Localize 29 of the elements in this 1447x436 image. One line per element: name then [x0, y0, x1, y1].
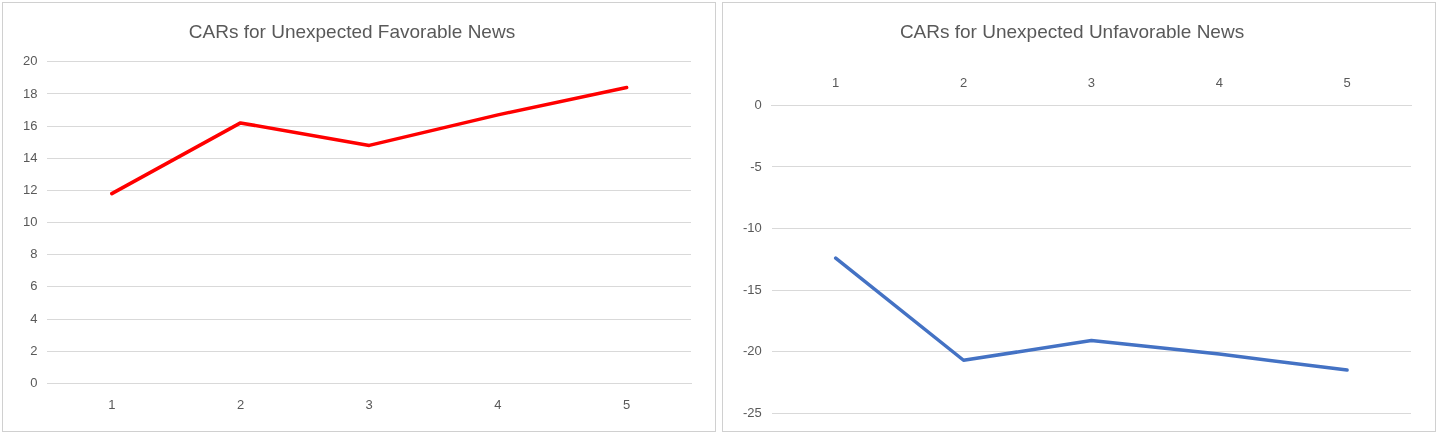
- x-tick-label: 2: [236, 396, 245, 412]
- x-tick-label: 4: [494, 396, 502, 412]
- y-tick-label: 20: [22, 53, 38, 69]
- y-tick-label: 10: [22, 214, 38, 230]
- y-tick-label: 0: [30, 374, 38, 390]
- x-tick-label: 3: [1087, 75, 1096, 91]
- y-tick-label: -20: [742, 343, 762, 359]
- x-tick-label: 5: [1343, 75, 1351, 91]
- y-tick-label: -5: [750, 158, 762, 174]
- chart-title: CARs for Unexpected Unfavorable News: [899, 20, 1245, 42]
- chart-title: CARs for Unexpected Favorable News: [188, 20, 516, 42]
- y-tick-label: 14: [22, 149, 38, 165]
- x-tick-label: 2: [959, 75, 968, 91]
- y-tick-label: -25: [742, 404, 762, 420]
- y-tick-label: 16: [22, 117, 38, 133]
- x-tick-label: 3: [365, 396, 373, 412]
- x-tick-label: 1: [832, 75, 840, 91]
- x-tick-label: 4: [1215, 75, 1223, 91]
- y-tick-label: 2: [30, 342, 38, 358]
- y-tick-label: -15: [742, 281, 762, 297]
- y-tick-label: 8: [30, 246, 38, 262]
- y-tick-label: 12: [22, 182, 38, 198]
- y-tick-label: 0: [754, 96, 762, 112]
- x-tick-label: 5: [623, 396, 631, 412]
- y-tick-label: 18: [22, 85, 38, 101]
- x-tick-label: 1: [108, 396, 116, 412]
- y-tick-label: -10: [742, 220, 762, 236]
- y-tick-label: 4: [30, 310, 38, 326]
- y-tick-label: 6: [30, 278, 38, 294]
